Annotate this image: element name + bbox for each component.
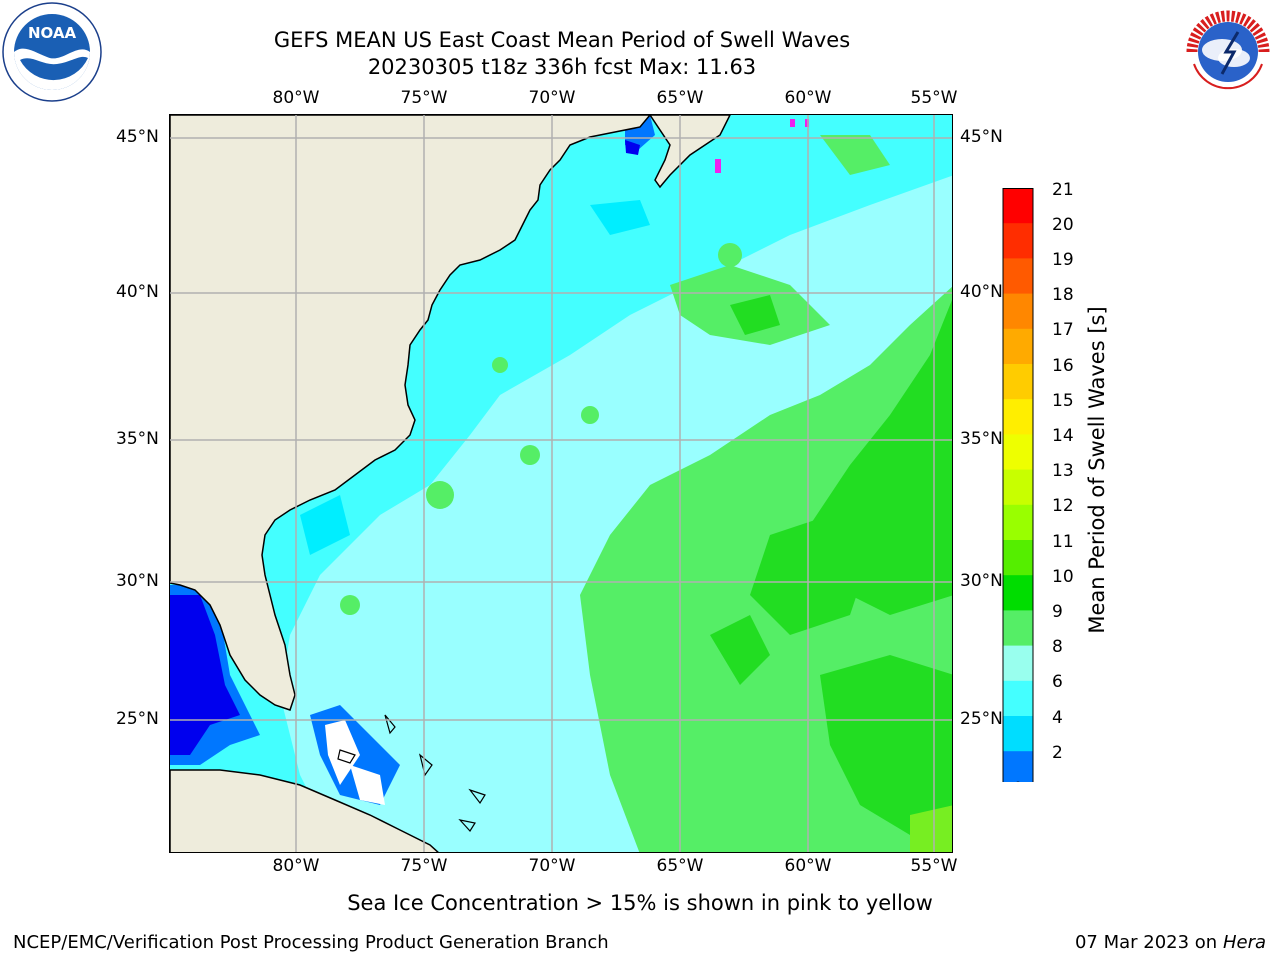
colorbar-swatch [1003, 680, 1033, 717]
lon-label-top-55w: 55°W [910, 88, 958, 108]
colorbar-tick-17: 17 [1052, 320, 1074, 340]
colorbar-tick-14: 14 [1052, 426, 1074, 446]
colorbar-tick-20: 20 [1052, 215, 1074, 235]
noaa-logo: NOAA [2, 2, 102, 102]
colorbar-tick-21: 21 [1052, 180, 1074, 200]
colorbar-swatch [1003, 504, 1033, 541]
colorbar-tick-11: 11 [1052, 532, 1074, 552]
lat-label-left-40n: 40°N [116, 282, 159, 302]
colorbar-swatch [1003, 751, 1033, 787]
colorbar-tick-19: 19 [1052, 250, 1074, 270]
colorbar-swatch [1003, 716, 1033, 752]
noaa-logo-text: NOAA [28, 24, 77, 42]
colorbar-swatch [1003, 364, 1033, 400]
plot-subtitle: 20230305 t18z 336h fcst Max: 11.63 [367, 55, 757, 79]
colorbar-swatch [1003, 645, 1033, 682]
colorbar-swatch [1003, 188, 1033, 224]
lon-label-bottom-60w: 60°W [784, 856, 832, 876]
lat-label-left-35n: 35°N [116, 429, 159, 449]
map-panel [169, 114, 953, 853]
lat-label-right-25n: 25°N [960, 709, 1003, 729]
swell-period-field [170, 115, 952, 852]
colorbar-tick-18: 18 [1052, 285, 1074, 305]
footer-date: 07 Mar 2023 on Hera [1075, 932, 1266, 953]
colorbar-tick-12: 12 [1052, 496, 1074, 516]
lat-label-right-45n: 45°N [960, 127, 1003, 147]
lat-label-right-35n: 35°N [960, 429, 1003, 449]
colorbar-swatch [1003, 258, 1033, 295]
lon-label-top-80w: 80°W [272, 88, 320, 108]
colorbar-tick-16: 16 [1052, 356, 1074, 376]
plot-title: GEFS MEAN US East Coast Mean Period of S… [273, 28, 851, 52]
colorbar-tick-6: 6 [1052, 672, 1063, 692]
colorbar-tick-9: 9 [1052, 602, 1063, 622]
lon-label-bottom-65w: 65°W [656, 856, 704, 876]
colorbar-tick-2: 2 [1052, 743, 1063, 763]
colorbar-label: Mean Period of Swell Waves [s] [1085, 306, 1109, 634]
colorbar [1002, 188, 1034, 788]
lon-label-top-65w: 65°W [656, 88, 704, 108]
lat-label-left-30n: 30°N [116, 571, 159, 591]
lon-label-bottom-75w: 75°W [400, 856, 448, 876]
lon-label-bottom-80w: 80°W [272, 856, 320, 876]
colorbar-tick-15: 15 [1052, 391, 1074, 411]
colorbar-swatch [1003, 540, 1033, 576]
sea-ice-note-text: Sea Ice Concentration > 15% is shown in … [347, 891, 933, 915]
lat-label-right-40n: 40°N [960, 282, 1003, 302]
colorbar-swatch [1003, 328, 1033, 365]
colorbar-swatch [1003, 434, 1033, 471]
colorbar-tick-10: 10 [1052, 567, 1074, 587]
colorbar-tick-4: 4 [1052, 708, 1063, 728]
lon-label-top-75w: 75°W [400, 88, 448, 108]
colorbar-swatches [1002, 188, 1034, 788]
lon-label-bottom-70w: 70°W [528, 856, 576, 876]
lat-label-left-25n: 25°N [116, 709, 159, 729]
lon-label-top-70w: 70°W [528, 88, 576, 108]
colorbar-swatch [1003, 399, 1033, 435]
nws-logo [1178, 2, 1278, 102]
footer-machine: Hera [1222, 932, 1266, 953]
colorbar-tick-8: 8 [1052, 637, 1063, 657]
colorbar-tick-13: 13 [1052, 461, 1074, 481]
lat-label-right-30n: 30°N [960, 571, 1003, 591]
lon-label-bottom-55w: 55°W [910, 856, 958, 876]
colorbar-swatch [1003, 610, 1033, 647]
footer-date-text: 07 Mar 2023 on [1074, 932, 1218, 953]
colorbar-swatch [1003, 293, 1033, 330]
lat-label-left-45n: 45°N [116, 127, 159, 147]
footer-branch: NCEP/EMC/Verification Post Processing Pr… [13, 932, 609, 953]
colorbar-swatch [1003, 469, 1033, 506]
colorbar-swatch [1003, 223, 1033, 259]
lon-label-top-60w: 60°W [784, 88, 832, 108]
colorbar-swatch [1003, 575, 1033, 611]
sea-ice-note: Sea Ice Concentration > 15% is shown in … [0, 891, 1280, 915]
